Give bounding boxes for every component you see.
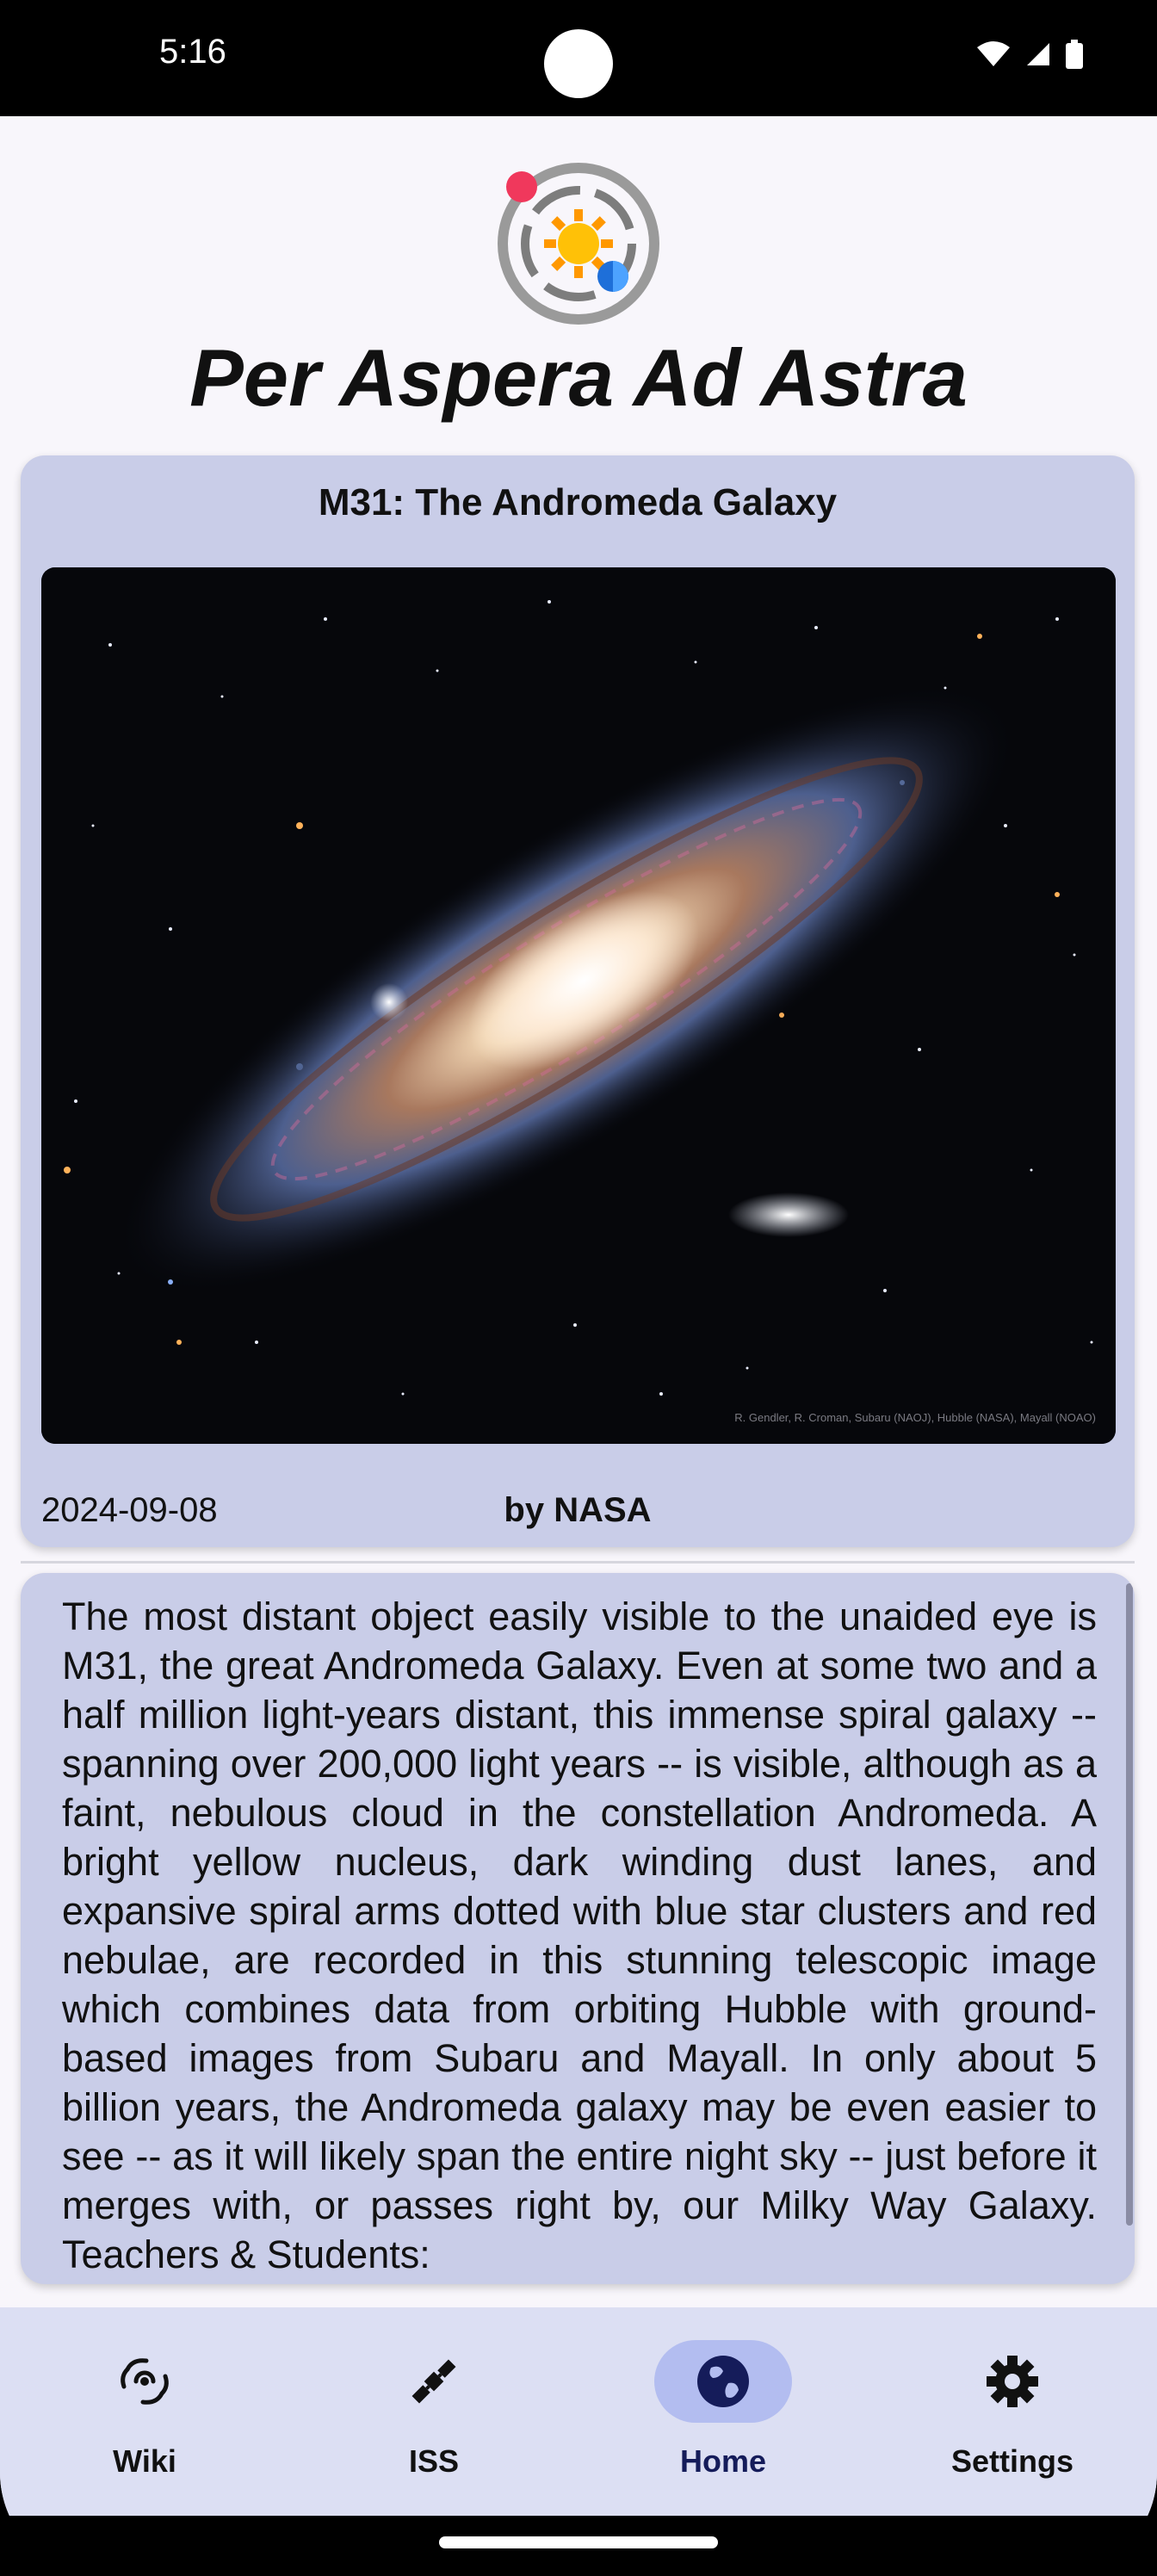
scrollbar[interactable] [1126,1583,1133,2226]
satellite-galaxy [728,1192,849,1237]
image-credit-overlay: R. Gendler, R. Croman, Subaru (NAOJ), Hu… [734,1411,1096,1424]
apod-explanation-box[interactable]: The most distant object easily visible t… [21,1573,1135,2284]
galaxy-core [467,890,700,1071]
wifi-icon [977,41,1010,66]
camera-cutout [544,29,613,98]
gear-icon [987,2356,1038,2407]
nav-label-settings: Settings [950,2443,1073,2479]
nav-label-wiki: Wiki [113,2443,176,2479]
app-screen: Per Aspera Ad Astra M31: The Andromeda G… [0,116,1157,2516]
status-bar: 5:16 [0,0,1157,116]
galaxy-icon [121,2358,169,2405]
nav-label-iss: ISS [408,2443,460,2479]
divider [21,1561,1135,1564]
apod-title: M31: The Andromeda Galaxy [318,481,838,523]
apod-credit: by NASA [504,1491,652,1529]
app-logo-icon [498,163,659,325]
nav-label-home: Home [679,2443,767,2479]
home-indicator[interactable] [439,2536,718,2548]
app-title: Per Aspera Ad Astra [189,332,968,423]
signal-icon [1027,43,1049,65]
nav-item-wiki[interactable]: Wiki [0,2307,289,2516]
status-time: 5:16 [159,33,226,71]
battery-icon [1066,40,1083,69]
status-icons [975,40,1084,69]
nav-item-settings[interactable]: Settings [868,2307,1157,2516]
star-field [74,600,1093,1396]
bottom-navigation: Wiki ISS [0,2307,1157,2516]
satellite-icon [411,2359,456,2404]
nav-item-iss[interactable]: ISS [289,2307,578,2516]
apod-image[interactable]: R. Gendler, R. Croman, Subaru (NAOJ), Hu… [41,567,1116,1444]
apod-explanation: The most distant object easily visible t… [62,1595,1097,2276]
gesture-bar [0,2516,1157,2576]
satellite-galaxy-small [370,983,408,1021]
apod-card[interactable]: M31: The Andromeda Galaxy [21,455,1135,1547]
globe-icon [697,2356,749,2407]
apod-date: 2024-09-08 [41,1491,218,1529]
nav-item-home[interactable]: Home [578,2307,868,2516]
